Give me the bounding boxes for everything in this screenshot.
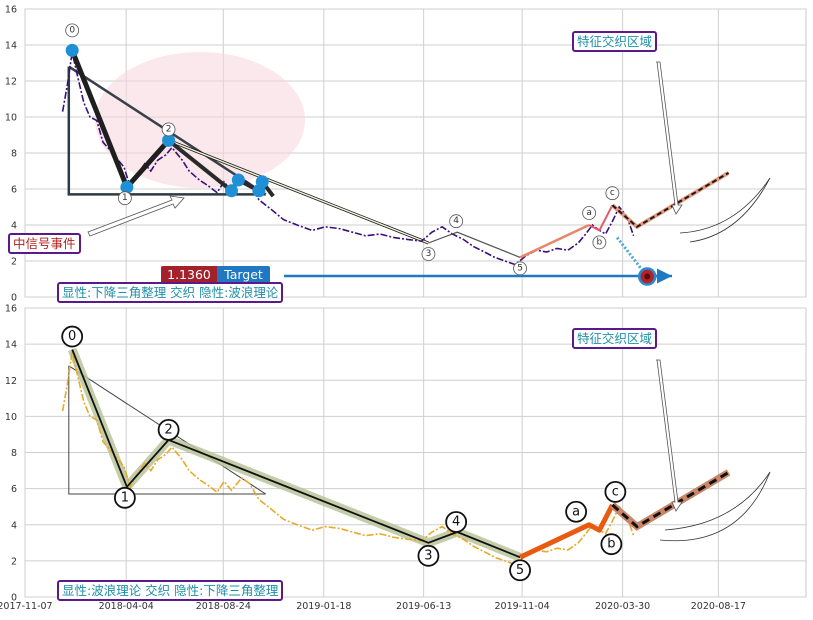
projection-arc-2 [679,177,771,234]
projection-arc-bottom [659,471,771,542]
y-tick-label: 8 [11,448,17,459]
projection-dashed [611,171,730,229]
wave-label-bottom-5: 5 [516,563,524,578]
triangle-outline-bottom [68,365,266,495]
y-tick-label: 8 [11,149,17,160]
wave-label-bottom-c: c [612,484,619,499]
wave-marker [231,173,245,187]
wave-label-circle [449,214,464,229]
wave-label-circle-bottom [600,533,623,556]
y-tick-label: 16 [5,304,17,315]
trend-band [168,139,429,244]
signal-pointer-arrow [87,195,185,237]
price-series-bottom [61,351,635,566]
wave-label-bottom-2: 2 [164,422,172,437]
zone-pointer-arrow-bottom [656,359,683,512]
wave-marker [255,175,269,189]
y-tick-label: 0 [11,593,17,604]
wave-label-circle [605,186,620,201]
wave-label-circle-bottom [565,500,588,523]
wave-label-circle [582,206,597,220]
wave-label-circle [421,247,436,261]
wave-line-bottom [71,349,521,559]
wave-label-circle-bottom [61,325,84,348]
wave-marker [65,43,79,57]
wave-marker [162,133,176,147]
wave-label-bottom-4: 4 [452,514,460,529]
feature-zone-label-top: 特征交织区域 [572,31,658,52]
y-tick-label: 0 [11,293,17,304]
wave-label-3: 3 [426,249,432,259]
bottom-note-bottom: 显性:波浪理论 交织 隐性:下降三角整理 [57,580,284,601]
wave-marker [225,184,239,198]
y-tick-label: 2 [11,556,17,567]
wave-label-circle-bottom [113,486,136,509]
wave-label-bottom-1: 1 [121,490,129,505]
y-tick-label: 14 [5,41,17,52]
y-tick-label: 4 [11,520,17,531]
y-tick-label: 6 [11,484,17,495]
x-tick-label: 2020-08-17 [691,601,746,612]
feature-zone-label-bottom: 特征交织区域 [572,328,658,349]
target-value-badge: 1.1360 [161,266,217,284]
wave-label-b: b [597,237,603,247]
wave-a-c [588,204,614,232]
wave-label-5: 5 [517,263,523,273]
wave-label-circle-bottom [604,480,627,503]
bottom-note-top: 显性:下降三角整理 交织 隐性:波浪理论 [57,282,284,303]
wave-label-bottom-a: a [572,504,580,519]
y-tick-label: 12 [5,376,17,387]
highlight-ellipse [95,52,305,188]
target-point-core [644,273,651,280]
triangle-outline [67,66,266,196]
x-tick-label: 2017-11-07 [0,601,53,612]
x-tick-label: 2019-06-13 [396,601,451,612]
wave-5-a [519,223,590,259]
wave-label-2: 2 [166,124,172,134]
wave-label-circle-bottom [445,511,468,533]
signal-event-label: 中信号事件 [8,233,81,254]
y-tick-label: 4 [11,221,17,232]
wave-label-circle [65,23,80,38]
wave-label-circle [161,122,176,137]
x-tick-label: 2018-04-04 [99,601,154,612]
wave-label-circle [592,235,607,250]
wave-label-bottom-0: 0 [68,329,76,344]
y-tick-label: 12 [5,77,17,88]
wave-label-c: c [610,188,615,198]
y-tick-label: 10 [5,412,17,423]
wave-marker [120,180,134,194]
target-label-badge: Target [217,266,270,284]
wave-label-circle-bottom [509,559,531,582]
wave-label-a: a [586,208,592,218]
wave-3-5 [428,231,521,258]
y-tick-label: 16 [5,5,17,16]
y-tick-label: 6 [11,185,17,196]
y-tick-label: 2 [11,257,17,268]
y-tick-label: 10 [5,113,17,124]
x-tick-label: 2019-11-04 [495,601,550,612]
wave-label-0: 0 [69,25,75,35]
wave-label-bottom-b: b [607,537,615,552]
wave-label-1: 1 [122,193,128,203]
wave-label-circle-bottom [417,544,440,567]
projection-arc [689,177,771,243]
wave-label-bottom-3: 3 [424,548,432,563]
wave-label-circle-bottom [157,418,180,441]
wave-label-4: 4 [453,216,459,226]
wave-label-circle [117,191,132,206]
x-tick-label: 2019-01-18 [296,601,351,612]
x-tick-label: 2020-03-30 [595,601,650,612]
wave-label-circle [513,261,527,276]
wave-5-c-bottom [519,503,615,560]
projection-dashed-bottom [611,471,730,529]
projection-arc-bottom-2 [664,471,771,531]
x-tick-label: 2018-08-24 [196,601,251,612]
zone-pointer-arrow [656,61,683,215]
y-tick-label: 14 [5,340,17,351]
